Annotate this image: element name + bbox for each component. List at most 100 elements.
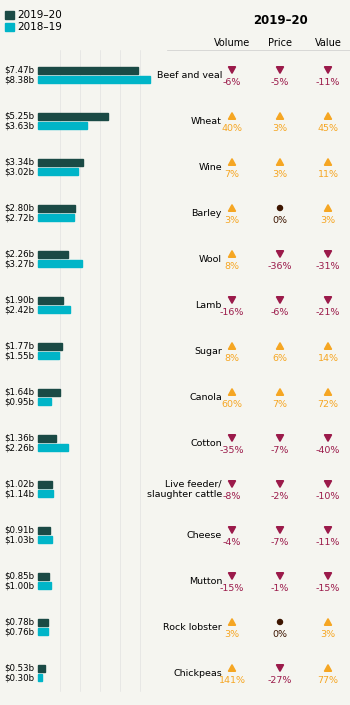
Polygon shape [324, 204, 331, 212]
Polygon shape [276, 113, 284, 119]
Polygon shape [324, 113, 331, 119]
Text: $3.27b: $3.27b [4, 259, 34, 268]
Text: 6%: 6% [273, 354, 287, 363]
Text: $0.76b: $0.76b [4, 627, 34, 636]
Bar [38, 444, 68, 451]
Text: -21%: -21% [316, 308, 340, 317]
Polygon shape [276, 527, 284, 533]
Text: -16%: -16% [220, 308, 244, 317]
Bar [38, 674, 42, 681]
Text: 3%: 3% [321, 630, 336, 639]
Text: -11%: -11% [316, 538, 340, 547]
Text: 141%: 141% [218, 676, 245, 685]
Polygon shape [276, 159, 284, 165]
Text: $2.26b: $2.26b [4, 443, 34, 452]
Polygon shape [324, 435, 331, 441]
Polygon shape [324, 572, 331, 580]
Text: 72%: 72% [317, 400, 338, 409]
Polygon shape [276, 251, 284, 257]
Text: -5%: -5% [271, 78, 289, 87]
Text: -11%: -11% [316, 78, 340, 87]
Bar [38, 490, 53, 497]
Text: 7%: 7% [273, 400, 287, 409]
Text: 77%: 77% [317, 676, 338, 685]
Bar [38, 398, 51, 405]
Polygon shape [229, 527, 236, 533]
Bar [38, 481, 52, 488]
Bar [38, 619, 48, 626]
Text: -27%: -27% [268, 676, 292, 685]
Bar [38, 297, 63, 304]
Text: Chickpeas: Chickpeas [173, 668, 222, 678]
Text: 0%: 0% [273, 630, 287, 639]
Text: $2.72b: $2.72b [4, 213, 34, 222]
Text: $0.53b: $0.53b [4, 664, 34, 673]
Text: $0.91b: $0.91b [4, 526, 34, 535]
Polygon shape [324, 343, 331, 349]
Polygon shape [324, 481, 331, 487]
Bar [38, 389, 60, 396]
Polygon shape [276, 67, 284, 73]
Polygon shape [324, 619, 331, 625]
Text: -10%: -10% [316, 492, 340, 501]
Text: 0%: 0% [273, 216, 287, 225]
Text: Wine: Wine [198, 162, 222, 171]
Bar [38, 214, 74, 221]
Polygon shape [276, 297, 284, 303]
Text: $1.00b: $1.00b [4, 581, 34, 590]
Text: -15%: -15% [220, 584, 244, 593]
Polygon shape [324, 527, 331, 533]
Bar [38, 205, 75, 212]
Text: -7%: -7% [271, 446, 289, 455]
Text: 3%: 3% [224, 216, 239, 225]
Polygon shape [324, 665, 331, 671]
Bar [38, 536, 52, 543]
Text: Sugar: Sugar [194, 346, 222, 355]
Text: Mutton: Mutton [189, 577, 222, 585]
Polygon shape [324, 251, 331, 257]
Text: $1.02b: $1.02b [4, 480, 34, 489]
Text: $1.64b: $1.64b [4, 388, 34, 397]
Text: $1.77b: $1.77b [4, 342, 34, 351]
Bar [38, 67, 138, 74]
Text: Wheat: Wheat [191, 116, 222, 125]
Text: -6%: -6% [271, 308, 289, 317]
Text: $3.34b: $3.34b [4, 158, 34, 167]
Bar [38, 306, 70, 313]
Text: $7.47b: $7.47b [4, 66, 34, 75]
Bar [5, 11, 14, 19]
Polygon shape [276, 388, 284, 396]
Text: -6%: -6% [223, 78, 241, 87]
Polygon shape [276, 435, 284, 441]
Text: $2.26b: $2.26b [4, 250, 34, 259]
Bar [38, 260, 82, 267]
Bar [5, 23, 14, 31]
Text: Barley: Barley [192, 209, 222, 218]
Polygon shape [229, 204, 236, 212]
Text: $2.42b: $2.42b [4, 305, 34, 314]
Text: 8%: 8% [224, 354, 239, 363]
Polygon shape [229, 572, 236, 580]
Bar [38, 251, 68, 258]
Text: -36%: -36% [268, 262, 292, 271]
Polygon shape [229, 343, 236, 349]
Text: -2%: -2% [271, 492, 289, 501]
Text: -40%: -40% [316, 446, 340, 455]
Bar [38, 665, 45, 672]
Text: Cotton: Cotton [190, 439, 222, 448]
Bar [38, 573, 49, 580]
Text: -7%: -7% [271, 538, 289, 547]
Text: 2019–20: 2019–20 [17, 10, 62, 20]
Text: $0.30b: $0.30b [4, 673, 34, 682]
Bar [38, 159, 83, 166]
Text: -1%: -1% [271, 584, 289, 593]
Polygon shape [229, 251, 236, 257]
Text: -8%: -8% [223, 492, 241, 501]
Text: $1.03b: $1.03b [4, 535, 34, 544]
Text: $1.36b: $1.36b [4, 434, 34, 443]
Polygon shape [324, 67, 331, 73]
Polygon shape [229, 113, 236, 119]
Bar [38, 343, 62, 350]
Polygon shape [229, 665, 236, 671]
Text: 2018–19: 2018–19 [17, 22, 62, 32]
